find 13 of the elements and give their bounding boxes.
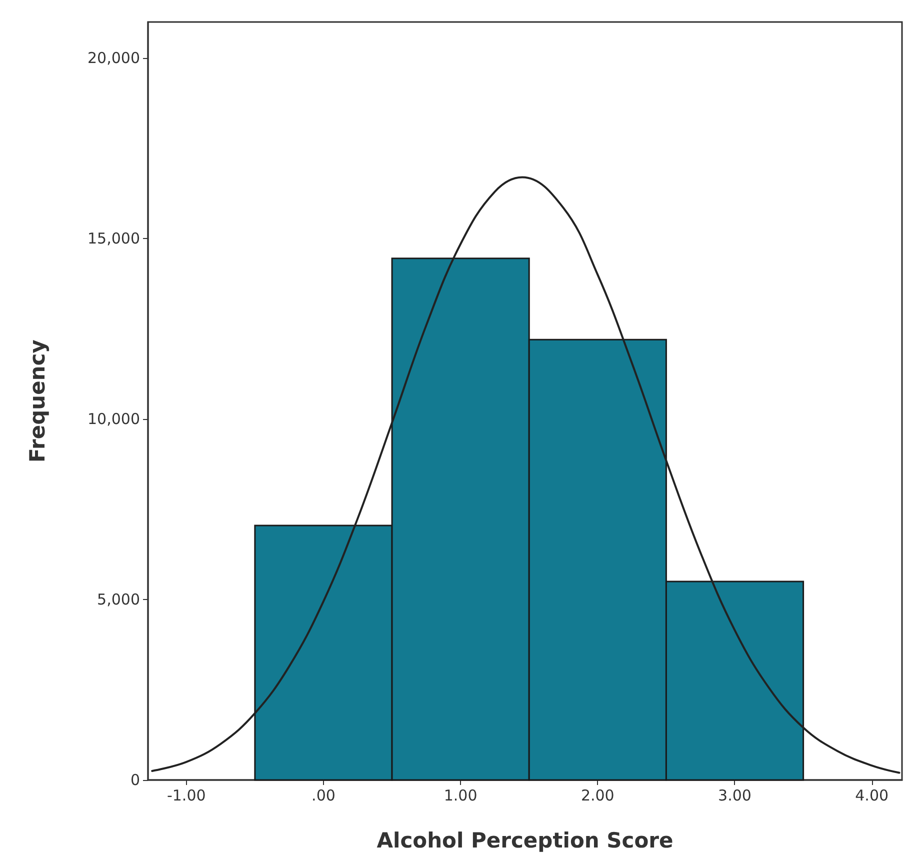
x-tick-label: -1.00 [166,786,206,804]
y-tick-label: 0 [130,771,140,789]
x-axis-title: Alcohol Perception Score [376,828,674,852]
x-tick-label: 3.00 [718,786,752,804]
x-tick-label: 1.00 [444,786,478,804]
y-tick-label: 5,000 [97,590,140,609]
x-tick-label: 2.00 [580,786,614,804]
y-tick-label: 20,000 [88,49,140,68]
y-tick-label: 15,000 [88,230,140,248]
x-tick-label: .00 [312,786,336,804]
x-tick-label: 4.00 [855,786,889,804]
y-axis-title: Frequency [26,339,50,462]
y-tick-label: 10,000 [88,410,140,428]
